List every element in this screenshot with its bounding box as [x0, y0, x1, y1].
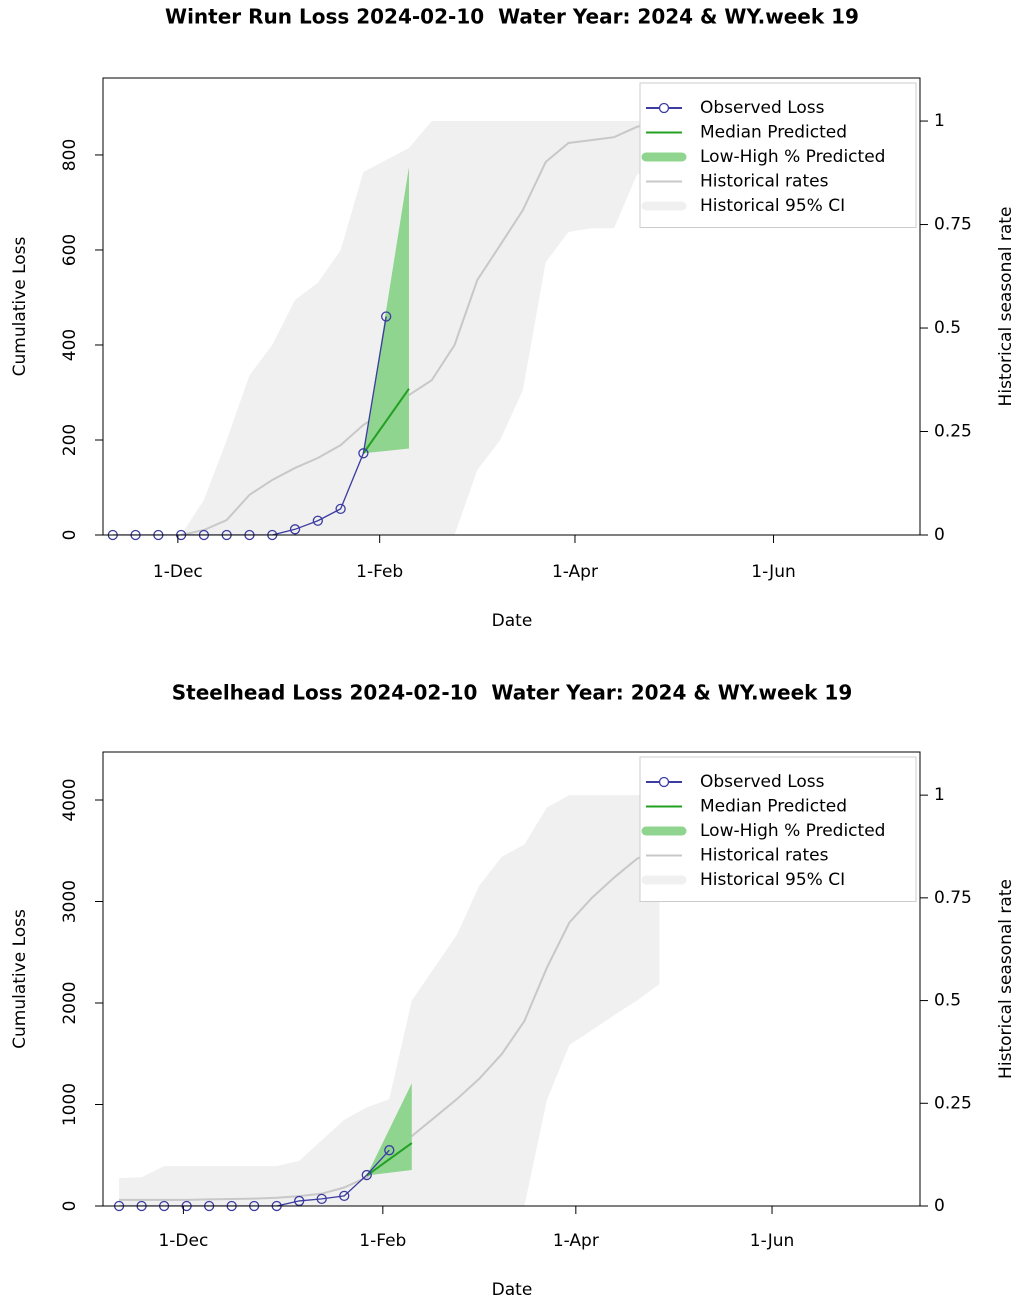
y-tick-label: 3000	[60, 880, 80, 923]
point	[312, 515, 323, 526]
plot-area	[119, 795, 660, 1206]
legend-label: Historical rates	[700, 172, 829, 192]
y-tick-label: 200	[60, 424, 80, 456]
legend-label: Observed Loss	[700, 98, 825, 118]
legend-label: Observed Loss	[700, 772, 825, 792]
x-axis-label: Date	[492, 1280, 533, 1300]
band	[181, 121, 660, 535]
x-tick-label: 1-Dec	[158, 1231, 208, 1251]
legend-label: Median Predicted	[700, 797, 847, 817]
y2-axis-label: Historical seasonal rate	[996, 879, 1016, 1079]
y2-tick-label: 0.25	[934, 1093, 972, 1113]
point	[335, 503, 346, 515]
y2-tick-label: 0	[934, 525, 945, 545]
point	[358, 448, 369, 459]
point	[384, 1145, 395, 1156]
legend: Observed Loss Median Predicted Low-High % …	[639, 756, 917, 902]
line	[366, 1142, 413, 1177]
x-tick-label: 1-Jun	[751, 562, 795, 582]
y-tick-label: 0	[60, 530, 80, 541]
point	[339, 1190, 350, 1202]
line	[119, 1149, 390, 1206]
line	[362, 388, 410, 454]
x-tick-label: 1-Apr	[552, 562, 598, 582]
y-axis-label: Cumulative Loss	[10, 236, 30, 376]
x-tick-label: 1-Jun	[750, 1231, 794, 1251]
legend-label: Historical 95% CI	[700, 870, 845, 890]
band	[366, 1083, 412, 1176]
y2-tick-label: 0.75	[934, 215, 972, 235]
y2-tick-label: 0.25	[934, 422, 972, 442]
y-tick-label: 4000	[60, 778, 80, 821]
legend-label: Low-High % Predicted	[700, 147, 885, 167]
plot-border	[102, 751, 921, 1207]
band	[363, 166, 409, 454]
legend: Observed Loss Median Predicted Low-High % …	[639, 82, 917, 228]
point	[361, 1169, 372, 1181]
legend-label: Historical 95% CI	[700, 196, 845, 216]
chart-title: Winter Run Loss 2024-02-10 Water Year: 2…	[165, 5, 859, 29]
y-tick-label: 2000	[60, 981, 80, 1024]
y2-axis-label: Historical seasonal rate	[996, 207, 1016, 407]
y-tick-label: 1000	[60, 1083, 80, 1126]
legend-marker	[658, 776, 670, 788]
plot-border	[102, 77, 921, 536]
point	[289, 524, 301, 535]
y-tick-label: 600	[60, 234, 80, 266]
band	[119, 795, 660, 1206]
point	[316, 1193, 327, 1205]
chart-title: Steelhead Loss 2024-02-10 Water Year: 20…	[172, 681, 853, 705]
x-tick-label: 1-Feb	[356, 562, 403, 582]
plot-area	[112, 120, 660, 535]
x-tick-label: 1-Apr	[553, 1231, 599, 1251]
y2-tick-label: 1	[934, 785, 945, 805]
legend-marker	[658, 102, 670, 114]
y-tick-label: 800	[60, 139, 80, 171]
y2-tick-label: 1	[934, 111, 945, 131]
y2-tick-label: 0.5	[934, 991, 961, 1011]
y2-tick-label: 0	[934, 1196, 945, 1216]
y-tick-label: 0	[60, 1201, 80, 1212]
x-tick-label: 1-Dec	[153, 562, 203, 582]
line	[180, 120, 660, 535]
line	[112, 316, 387, 535]
point	[381, 311, 392, 322]
y2-tick-label: 0.5	[934, 318, 961, 338]
point	[294, 1195, 305, 1207]
y-axis-label: Cumulative Loss	[10, 909, 30, 1049]
legend-label: Median Predicted	[700, 123, 847, 143]
y2-tick-label: 0.75	[934, 888, 972, 908]
x-tick-label: 1-Feb	[359, 1231, 406, 1251]
y-tick-label: 400	[60, 329, 80, 361]
legend-label: Historical rates	[700, 846, 829, 866]
legend-label: Low-High % Predicted	[700, 821, 885, 841]
x-axis-label: Date	[492, 611, 533, 631]
